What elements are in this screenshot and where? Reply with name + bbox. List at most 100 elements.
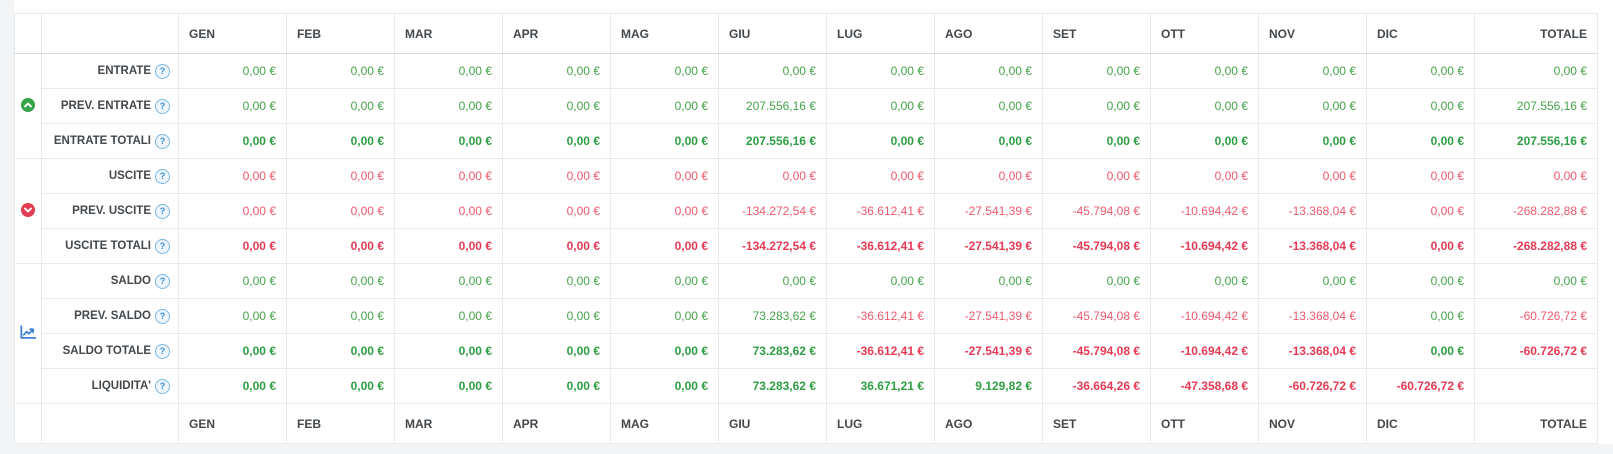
row-label-text: LIQUIDITA' — [91, 380, 151, 392]
value-cell: -36.612,41 € — [826, 298, 935, 334]
help-icon[interactable]: ? — [155, 343, 170, 359]
table-row: USCITE TOTALI? 0,00 €0,00 €0,00 €0,00 €0,… — [15, 228, 1598, 264]
column-header-ago: AGO — [934, 403, 1043, 444]
table-row: SALDO TOTALE? 0,00 €0,00 €0,00 €0,00 €0,0… — [15, 333, 1598, 369]
value-cell: 0,00 € — [502, 228, 611, 264]
value-cell: 0,00 € — [502, 368, 611, 404]
column-header-lug: LUG — [826, 13, 935, 54]
value-cell: 0,00 € — [178, 228, 287, 264]
value-cell: 0,00 € — [718, 263, 827, 299]
value-cell: 0,00 € — [610, 263, 719, 299]
value-cell: -36.612,41 € — [826, 193, 935, 229]
help-icon[interactable]: ? — [155, 98, 170, 114]
row-label: LIQUIDITA'? — [91, 378, 170, 394]
totale-cell: 0,00 € — [1474, 263, 1598, 299]
page-bottom-margin — [0, 444, 1613, 454]
value-cell: 0,00 € — [1042, 53, 1151, 89]
column-header-nov: NOV — [1258, 13, 1367, 54]
table-row: ENTRATE? 0,00 €0,00 €0,00 €0,00 €0,00 €0,… — [14, 53, 1598, 159]
column-header-lug: LUG — [826, 403, 935, 444]
row-label-cell: PREV. SALDO? — [41, 298, 179, 334]
value-cell: 0,00 € — [502, 123, 611, 159]
value-cell: -10.694,42 € — [1150, 333, 1259, 369]
cashflow-table-container: GEN FEB MAR APR MAG GIU LUG AGO SET OTT NOV DIC TOTA… — [14, 13, 1598, 444]
value-cell: 0,00 € — [178, 368, 287, 404]
value-cell: 0,00 € — [610, 228, 719, 264]
value-cell: 0,00 € — [1366, 158, 1475, 194]
value-cell: 0,00 € — [286, 123, 395, 159]
row-label: PREV. SALDO? — [74, 308, 170, 324]
totale-cell: 0,00 € — [1474, 158, 1598, 194]
value-cell: 0,00 € — [394, 298, 503, 334]
column-header-nov: NOV — [1258, 403, 1367, 444]
value-cell: 0,00 € — [502, 298, 611, 334]
corner-icon-cell — [14, 403, 42, 444]
value-cell: 0,00 € — [934, 88, 1043, 124]
column-header-set: SET — [1042, 13, 1151, 54]
value-cell: 0,00 € — [286, 368, 395, 404]
column-header-mar: MAR — [394, 403, 503, 444]
value-cell: 0,00 € — [178, 193, 287, 229]
value-cell: 0,00 € — [286, 53, 395, 89]
value-cell: -134.272,54 € — [718, 193, 827, 229]
value-cell: 0,00 € — [610, 333, 719, 369]
chart-line-icon[interactable] — [20, 324, 37, 343]
value-cell: 0,00 € — [610, 298, 719, 334]
value-cell: 73.283,62 € — [718, 368, 827, 404]
column-header-apr: APR — [502, 13, 611, 54]
value-cell: 0,00 € — [178, 123, 287, 159]
value-cell: 0,00 € — [394, 123, 503, 159]
value-cell: 0,00 € — [1150, 158, 1259, 194]
row-label: ENTRATE TOTALI? — [54, 133, 170, 149]
help-icon[interactable]: ? — [155, 133, 170, 149]
corner-label-cell — [41, 403, 179, 444]
value-cell: -10.694,42 € — [1150, 298, 1259, 334]
help-icon[interactable]: ? — [155, 273, 170, 289]
value-cell: 0,00 € — [610, 158, 719, 194]
value-cell: 207.556,16 € — [718, 123, 827, 159]
value-cell: 0,00 € — [1042, 123, 1151, 159]
help-icon[interactable]: ? — [155, 203, 170, 219]
value-cell: 0,00 € — [934, 158, 1043, 194]
value-cell: 0,00 € — [1042, 88, 1151, 124]
value-cell: 0,00 € — [502, 88, 611, 124]
help-icon[interactable]: ? — [155, 168, 170, 184]
row-label-cell: SALDO? — [41, 263, 179, 299]
totale-cell: -268.282,88 € — [1474, 228, 1598, 264]
value-cell: 0,00 € — [1042, 263, 1151, 299]
value-cell: 0,00 € — [178, 333, 287, 369]
help-icon[interactable]: ? — [155, 308, 170, 324]
help-icon[interactable]: ? — [155, 238, 170, 254]
column-header-giu: GIU — [718, 403, 827, 444]
value-cell: -27.541,39 € — [934, 333, 1043, 369]
circle-chevron-down-icon — [21, 202, 35, 220]
value-cell: 0,00 € — [394, 368, 503, 404]
column-header-gen: GEN — [178, 403, 287, 444]
help-icon[interactable]: ? — [155, 378, 170, 394]
table-row: PREV. USCITE? 0,00 €0,00 €0,00 €0,00 €0,0… — [15, 193, 1598, 229]
help-icon[interactable]: ? — [155, 63, 170, 79]
value-cell: 0,00 € — [178, 53, 287, 89]
value-cell: 0,00 € — [610, 123, 719, 159]
value-cell: 0,00 € — [1366, 123, 1475, 159]
value-cell: 0,00 € — [286, 263, 395, 299]
value-cell: 0,00 € — [610, 368, 719, 404]
column-header-ago: AGO — [934, 13, 1043, 54]
value-cell: 207.556,16 € — [718, 88, 827, 124]
value-cell: 0,00 € — [178, 298, 287, 334]
value-cell: -36.612,41 € — [826, 228, 935, 264]
value-cell: 0,00 € — [1366, 298, 1475, 334]
value-cell: 0,00 € — [178, 88, 287, 124]
value-cell: 0,00 € — [1150, 88, 1259, 124]
value-cell: -60.726,72 € — [1366, 368, 1475, 404]
row-label-cell: PREV. USCITE? — [41, 193, 179, 229]
value-cell: 73.283,62 € — [718, 298, 827, 334]
value-cell: 0,00 € — [1366, 263, 1475, 299]
column-header-mag: MAG — [610, 13, 719, 54]
row-label: USCITE? — [109, 168, 170, 184]
uscite-group-cell — [14, 158, 42, 264]
value-cell: 0,00 € — [1258, 53, 1367, 89]
column-header-dic: DIC — [1366, 403, 1475, 444]
row-label-text: SALDO TOTALE — [62, 345, 151, 357]
column-header-giu: GIU — [718, 13, 827, 54]
